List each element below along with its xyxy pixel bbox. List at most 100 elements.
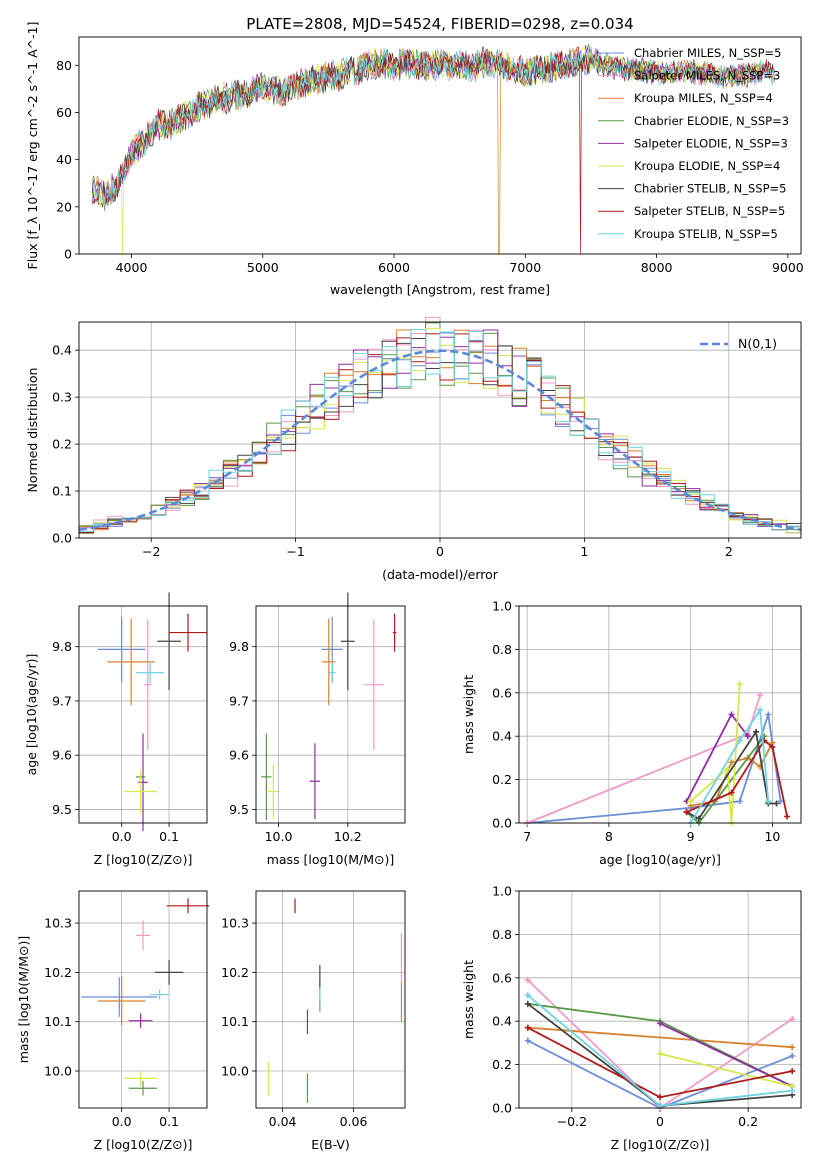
age-z-ylabel: age [log10(age/yr)] [24, 654, 39, 776]
mw-age-ytick-label: 0.4 [492, 729, 512, 744]
mass-z-ytick-label: 10.2 [44, 965, 72, 980]
spectrum-xtick-label: 4000 [116, 260, 148, 275]
mw-age-ytick-label: 0.2 [492, 772, 512, 787]
mw-z-ytick-label: 0.4 [492, 1014, 512, 1029]
mw-z-ylabel: mass weight [461, 960, 476, 1039]
mw-age-point [687, 798, 694, 805]
age-mass-ytick-label: 9.6 [229, 748, 249, 763]
residuals-xtick-label: 1 [580, 544, 588, 559]
mw-age-point [757, 691, 764, 698]
mw-z-point [657, 1094, 663, 1101]
spectrum-ytick-label: 40 [56, 152, 72, 167]
mw-age-point [777, 798, 784, 805]
mass-ebv-xtick-label: 0.06 [340, 1114, 368, 1129]
mw-z-series-line [659, 1052, 793, 1088]
residuals-xtick-label: −2 [142, 544, 160, 559]
mw-age-ytick-label: 0.8 [492, 642, 512, 657]
mw-z-point [789, 1052, 796, 1059]
mw-z-point [789, 1044, 796, 1051]
mass-ebv-ytick-label: 10.0 [221, 1064, 249, 1079]
mw-z-point [524, 1024, 531, 1031]
mw-age-point [728, 711, 735, 718]
normal-curve [78, 349, 802, 532]
residuals-ytick-label: 0.1 [52, 484, 72, 499]
mw-z-xtick-label: −0.2 [557, 1114, 587, 1129]
spectrum-xlabel: wavelength [Angstrom, rest frame] [330, 282, 550, 297]
spectrum-legend-label: Kroupa STELIB, N_SSP=5 [634, 227, 778, 241]
mw-age-point [765, 711, 772, 718]
spectrum-xtick-label: 6000 [378, 260, 410, 275]
spectrum-xtick-label: 9000 [772, 260, 804, 275]
residuals-frame [78, 321, 802, 539]
spectrum-legend-label: Chabrier MILES, N_SSP=5 [634, 46, 781, 60]
spectrum-legend-label: Salpeter ELODIE, N_SSP=3 [634, 136, 788, 150]
mw-age-ylabel: mass weight [461, 675, 476, 754]
mass-z-ylabel: mass [log10(M/M⊙)] [16, 936, 31, 1064]
spectrum-ytick-label: 60 [56, 105, 72, 120]
residuals-ytick-label: 0.2 [52, 437, 72, 452]
residuals-histogram [79, 329, 801, 532]
age-mass-xlabel: mass [log10(M/M⊙)] [267, 852, 395, 867]
age-z-xlabel: Z [log10(Z/Z⊙)] [94, 852, 193, 867]
residuals-legend-label: N(0,1) [738, 336, 777, 351]
mass-ebv-ytick-label: 10.1 [221, 1014, 249, 1029]
spectrum-legend-label: Salpeter STELIB, N_SSP=5 [634, 204, 785, 218]
mass-ebv-xtick-label: 0.04 [269, 1114, 297, 1129]
mw-z-xtick-label: 0.2 [738, 1114, 758, 1129]
spectrum-xtick-label: 8000 [641, 260, 673, 275]
mw-age-xtick-label: 9 [687, 829, 695, 844]
spectrum-xtick-label: 5000 [247, 260, 279, 275]
age-z-ytick-label: 9.7 [52, 693, 72, 708]
spectrum-ytick-label: 20 [56, 199, 72, 214]
spectrum-ytick-label: 80 [56, 58, 72, 73]
spectrum-line [91, 46, 776, 207]
age-mass-ytick-label: 9.5 [229, 802, 249, 817]
residuals-xtick-label: −1 [286, 544, 304, 559]
mw-age-point [765, 798, 772, 805]
mw-age-point [695, 815, 702, 822]
mass-z-xtick-label: 0.1 [159, 1114, 179, 1129]
mw-age-ytick-label: 0.6 [492, 685, 512, 700]
figure-title: PLATE=2808, MJD=54524, FIBERID=0298, z=0… [246, 15, 633, 33]
mw-age-point [728, 789, 735, 796]
mw-age-point [728, 759, 735, 766]
mw-z-point [524, 992, 531, 999]
mass-z-xtick-label: 0.0 [112, 1114, 132, 1129]
age-z-ytick-label: 9.6 [52, 748, 72, 763]
mw-age-point [683, 809, 690, 816]
age-z-ytick-label: 9.8 [52, 639, 72, 654]
mw-z-ytick-label: 0.6 [492, 970, 512, 985]
mw-z-ytick-label: 0.2 [492, 1057, 512, 1072]
age-mass-xtick-label: 10.0 [265, 829, 293, 844]
mw-age-ytick-label: 0.0 [492, 816, 512, 831]
mw-age-ytick-label: 1.0 [492, 599, 512, 614]
mw-age-point [724, 765, 731, 772]
mw-age-series-line [689, 707, 770, 824]
mw-age-xtick-label: 8 [605, 829, 613, 844]
mw-z-xtick-label: 0 [656, 1114, 664, 1129]
mass-z-ytick-label: 10.0 [44, 1064, 72, 1079]
residuals-ytick-label: 0.0 [52, 531, 72, 546]
mw-age-point [753, 728, 760, 735]
spectrum-ylabel: Flux [f_λ 10^-17 erg cm^-2 s^-1 A^-1] [25, 22, 40, 270]
residuals-ytick-label: 0.3 [52, 390, 72, 405]
residuals-ytick-label: 0.4 [52, 343, 72, 358]
mass-ebv-frame [255, 890, 406, 1109]
age-mass-xtick-label: 10.2 [334, 829, 362, 844]
mass-z-ytick-label: 10.1 [44, 1014, 72, 1029]
mw-age-point [769, 744, 776, 751]
age-z-xtick-label: 0.1 [159, 829, 179, 844]
mw-age-xlabel: age [log10(age/yr)] [599, 852, 721, 867]
mw-z-point [524, 1000, 531, 1007]
spectrum-xtick-label: 7000 [509, 260, 541, 275]
mass-ebv-ytick-label: 10.2 [221, 965, 249, 980]
mw-age-point [784, 813, 791, 820]
residuals-ylabel: Normed distribution [25, 368, 40, 493]
spectrum-legend-label: Salpeter MILES, N_SSP=3 [634, 69, 780, 83]
age-mass-frame [255, 605, 406, 824]
spectrum-ytick-label: 0 [64, 247, 72, 262]
mw-z-ytick-label: 0.8 [492, 927, 512, 942]
spectrum-legend-label: Chabrier STELIB, N_SSP=5 [634, 182, 786, 196]
age-z-xtick-label: 0.0 [112, 829, 132, 844]
